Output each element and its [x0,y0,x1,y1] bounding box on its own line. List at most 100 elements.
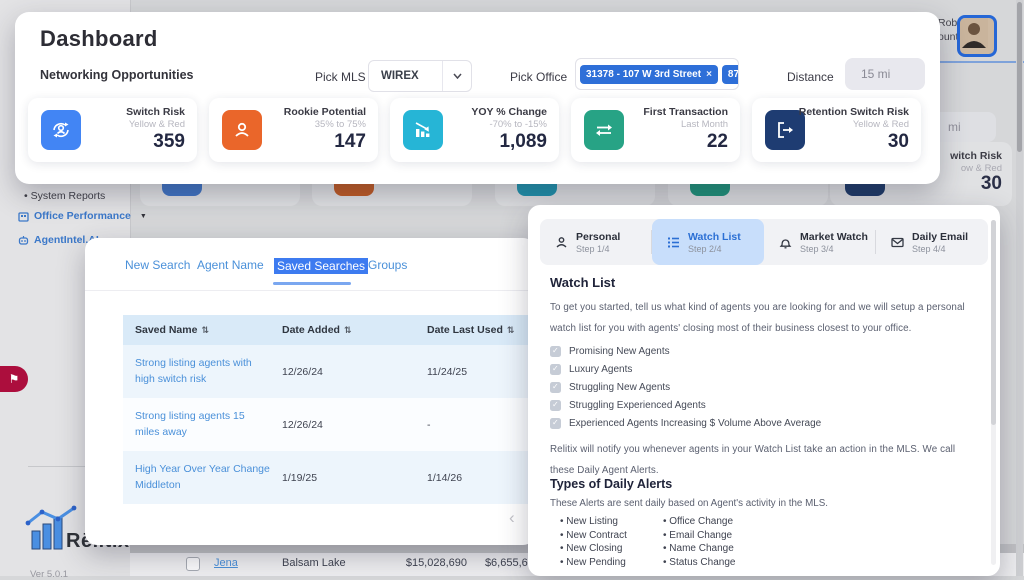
chevron-down-icon: ▼ [139,212,147,220]
user-name: Rob ount [938,17,959,43]
person-icon [556,236,567,248]
sidebar-item-agentintel[interactable]: AgentIntel.AI [18,234,99,246]
sort-icon[interactable]: ⇅ [201,325,209,335]
watch-list-option[interactable]: Struggling Experienced Agents [550,396,706,414]
building-icon [18,211,29,222]
watch-list-option[interactable]: Promising New Agents [550,342,670,360]
watch-list-option[interactable]: Struggling New Agents [550,378,670,396]
agent-volume-1: $15,028,690 [405,557,467,569]
distance-input[interactable]: 15 mi [845,58,925,90]
transfer-arrows-icon [584,110,624,150]
close-icon[interactable]: × [706,68,712,80]
saved-searches-table: Saved Name ⇅ Date Added ⇅ Date Last Used ⇅ … [123,315,535,504]
alerts-intro: These Alerts are sent daily based on Age… [550,498,828,509]
dim-stat-title: witch Risk [950,150,1002,162]
pick-mls-label: Pick MLS [315,70,366,84]
robot-icon [18,235,29,245]
watch-list-intro: To get you started, tell us what kind of… [550,302,965,334]
tab-agent-name[interactable]: Agent Name [197,258,264,272]
office-chip[interactable]: 31378 - 107 W 3rd Street × [580,64,718,84]
checkbox-checked-icon[interactable] [550,381,561,393]
tab-groups[interactable]: Groups [368,258,408,272]
stat-card-first-transaction[interactable]: First Transaction Last Month 22 [571,98,740,162]
checkbox-checked-icon[interactable] [550,417,561,429]
step-personal[interactable]: Personal Step 1/4 [540,219,652,265]
tab-saved-searches[interactable]: Saved Searches [274,258,369,274]
stat-card-rookie-potential[interactable]: Rookie Potential 35% to 75% 147 [209,98,378,162]
version-label: Ver 5.0.1 [30,569,69,580]
stat-card-switch-risk[interactable]: Switch Risk Yellow & Red 359 [28,98,197,162]
table-row: High Year Over Year Change Middleton 1/1… [123,451,535,504]
bullet-icon: • [24,190,28,202]
sidebar-item-office-performance[interactable]: Office Performance ▼ [18,210,147,222]
page-scrollbar-thumb[interactable] [1017,2,1022,152]
watch-list-option[interactable]: Experienced Agents Increasing $ Volume A… [550,414,821,432]
checkbox-checked-icon[interactable] [550,399,561,411]
person-sync-icon [41,110,81,150]
step-daily-email[interactable]: Daily Email Step 4/4 [876,219,988,265]
column-header-saved-name[interactable]: Saved Name ⇅ [135,324,209,336]
avatar[interactable] [957,15,997,57]
checkbox-checked-icon[interactable] [550,345,561,357]
envelope-icon [891,237,904,247]
tab-new-search[interactable]: New Search [125,258,191,272]
sidebar-item-system-reports[interactable]: • System Reports [24,190,106,202]
office-multiselect[interactable]: 31378 - 107 W 3rd Street × 8725 [575,58,739,90]
agent-link[interactable]: Jena [214,557,238,569]
active-tab-indicator [273,282,351,285]
step-market-watch[interactable]: Market Watch Step 3/4 [764,219,876,265]
dim-stat-value: 30 [980,173,1002,194]
saved-search-link[interactable]: Strong listing agents with high switch r… [135,356,252,385]
distance-label: Distance [787,70,834,84]
saved-search-link[interactable]: Strong listing agents 15 miles away [135,409,245,438]
exit-icon [765,110,805,150]
column-header-date-last-used[interactable]: Date Last Used ⇅ [427,324,515,336]
sort-icon[interactable]: ⇅ [343,325,352,335]
step-divider [875,230,876,254]
column-header-date-added[interactable]: Date Added ⇅ [282,324,352,336]
saved-searches-panel: New Search Agent Name Saved Searches Gro… [85,238,535,545]
sidebar-divider [28,466,116,467]
watch-list-wizard-panel: Personal Step 1/4 Watch List Step 2/4 Ma [528,205,1000,576]
sort-icon[interactable]: ⇅ [506,325,515,335]
panel-scrollbar[interactable] [991,220,996,565]
stat-card-retention-switch-risk[interactable]: Retention Switch Risk Yellow & Red 30 [752,98,921,162]
page-scrollbar[interactable] [1016,0,1023,576]
mls-selected-value: WIREX [381,70,419,82]
table-row: Strong listing agents 15 miles away 12/2… [123,398,535,451]
tabs-divider [85,290,535,291]
notify-text: Relitix will notify you whenever agents … [550,444,956,476]
step-divider [651,230,652,254]
table-header: Saved Name ⇅ Date Added ⇅ Date Last Used ⇅ [123,315,535,345]
watch-list-option[interactable]: Luxury Agents [550,360,632,378]
avatar-photo [960,18,988,48]
checkbox-checked-icon[interactable] [550,363,561,375]
wizard-steps: Personal Step 1/4 Watch List Step 2/4 Ma [540,219,988,265]
flag-icon: ⚑ [8,372,20,386]
person-icon [222,110,262,150]
header-divider [932,61,1024,63]
step-watch-list[interactable]: Watch List Step 2/4 [652,219,764,265]
watch-list-heading: Watch List [550,275,616,290]
section-title: Networking Opportunities [40,68,194,82]
agent-city: Balsam Lake [282,557,346,569]
agent-volume-2: $6,655,690 [484,557,540,569]
relitix-logo-icon [25,505,77,550]
bell-icon [779,238,792,248]
stat-card-yoy-change[interactable]: YOY % Change -70% to -15% 1,089 [390,98,559,162]
mls-select[interactable]: WIREX [368,60,472,92]
dim-distance-input[interactable]: mi [930,112,996,142]
panel-scrollbar-thumb[interactable] [991,220,996,425]
office-chip[interactable]: 8725 [721,64,738,84]
list-icon [668,237,679,247]
alerts-list-transactions: New Listing New Contract New Closing New… [560,515,627,569]
table-row: Strong listing agents with high switch r… [123,345,535,398]
saved-search-link[interactable]: High Year Over Year Change Middleton [135,462,270,491]
row-checkbox[interactable] [186,557,200,571]
dashboard-panel: Dashboard Networking Opportunities Pick … [15,12,940,184]
page-title: Dashboard [40,26,158,51]
feedback-tag[interactable]: ⚑ [0,366,28,392]
alerts-list-changes: Office Change Email Change Name Change S… [663,515,735,569]
chevron-left-icon[interactable]: ‹ [509,508,515,527]
chevron-down-icon[interactable] [442,61,471,91]
